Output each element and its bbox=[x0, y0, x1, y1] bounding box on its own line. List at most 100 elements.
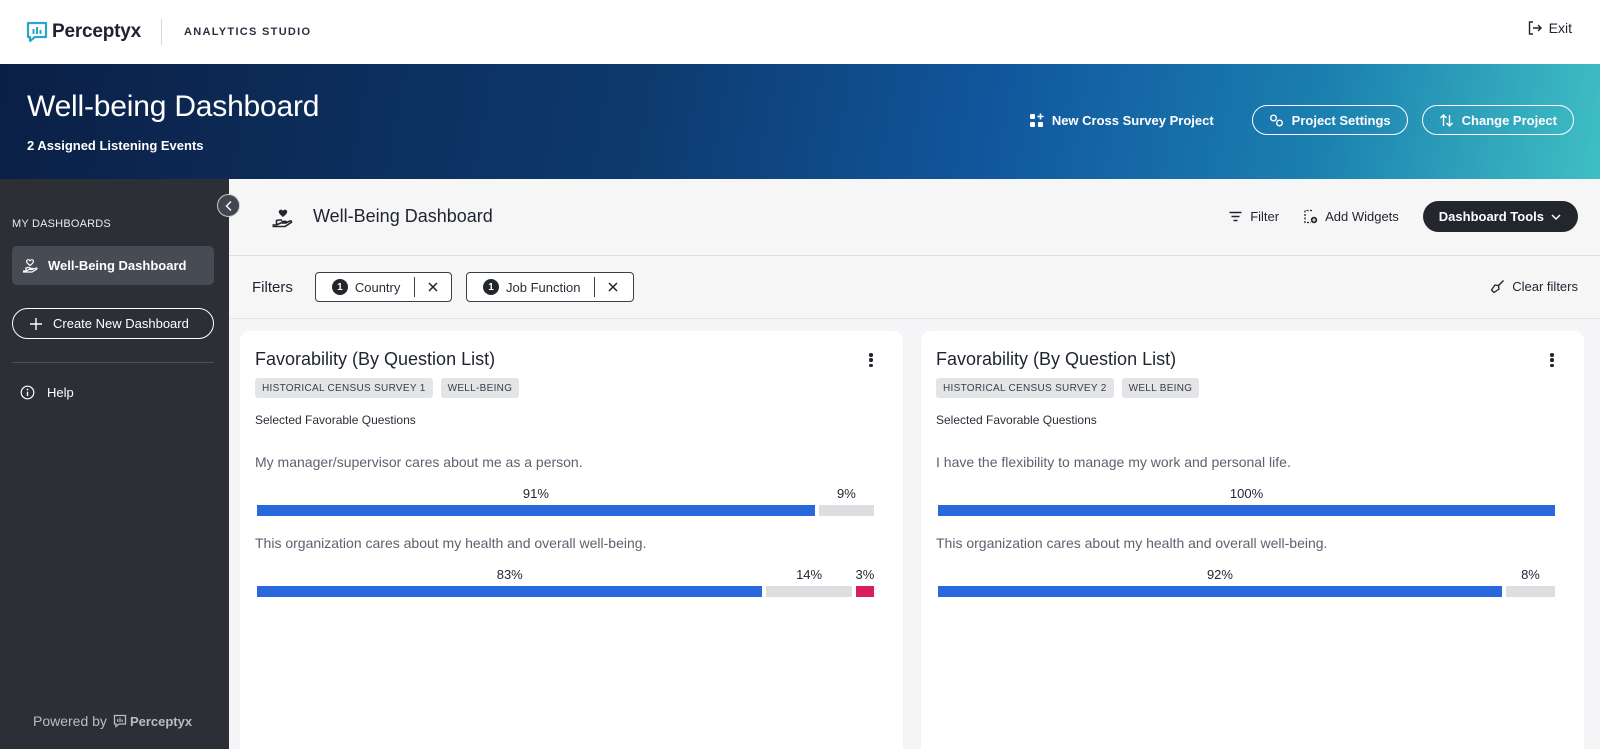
survey-tag: HISTORICAL CENSUS SURVEY 2 bbox=[936, 378, 1114, 398]
filter-chip-label: Country bbox=[354, 279, 401, 295]
widget-subtitle: Selected Favorable Questions bbox=[255, 413, 416, 427]
grid-plus-icon bbox=[1029, 113, 1044, 127]
widget-tags: HISTORICAL CENSUS SURVEY 2 WELL BEING bbox=[936, 378, 1200, 398]
info-icon bbox=[20, 385, 35, 400]
favorable-segment bbox=[938, 505, 1555, 516]
favorability-bar: 91% 9% bbox=[257, 486, 874, 516]
brand-name: Perceptyx bbox=[52, 21, 142, 42]
favorable-value-label: 92% bbox=[1206, 567, 1233, 582]
dashboard-tools-label: Dashboard Tools bbox=[1438, 209, 1544, 224]
favorable-segment bbox=[257, 586, 763, 597]
powered-by-label: Powered by bbox=[33, 713, 107, 729]
new-cross-survey-label: New Cross Survey Project bbox=[1051, 112, 1214, 128]
widget-title: Favorability (By Question List) bbox=[255, 349, 496, 369]
chevron-down-icon bbox=[1551, 213, 1561, 220]
powered-by-logo: Perceptyx bbox=[113, 714, 192, 729]
create-new-dashboard-label: Create New Dashboard bbox=[53, 316, 189, 331]
page-subtitle: 2 Assigned Listening Events bbox=[27, 138, 204, 153]
filter-chip-label: Job Function bbox=[506, 279, 581, 295]
question-text: This organization cares about my health … bbox=[255, 535, 647, 551]
exit-label: Exit bbox=[1548, 20, 1572, 36]
page-title: Well-being Dashboard bbox=[27, 90, 320, 123]
brand-divider bbox=[161, 19, 163, 45]
project-settings-label: Project Settings bbox=[1291, 112, 1391, 128]
hero-actions: New Cross Survey Project Project Setting… bbox=[1029, 105, 1574, 135]
add-widget-icon bbox=[1304, 209, 1318, 224]
favorable-value-label: 83% bbox=[496, 567, 523, 582]
exit-icon bbox=[1528, 21, 1542, 35]
remove-filter-country-button[interactable] bbox=[415, 273, 451, 301]
collapse-sidebar-button[interactable] bbox=[217, 194, 240, 217]
unfavorable-value-label: 3% bbox=[855, 567, 875, 582]
filter-icon bbox=[1229, 211, 1242, 222]
exit-button[interactable]: Exit bbox=[1527, 20, 1572, 36]
favorability-bar: 100% bbox=[938, 486, 1555, 516]
filter-chip-count: 1 bbox=[332, 279, 348, 295]
question-text: My manager/supervisor cares about me as … bbox=[255, 454, 583, 470]
filter-chip-separator bbox=[414, 277, 416, 297]
close-icon bbox=[608, 282, 618, 292]
remove-filter-job-function-button[interactable] bbox=[595, 273, 631, 301]
close-icon bbox=[428, 282, 438, 292]
neutral-value-label: 8% bbox=[1521, 567, 1540, 582]
category-tag: WELL BEING bbox=[1121, 378, 1200, 398]
hand-heart-icon bbox=[272, 209, 293, 228]
favorability-widget-1: Favorability (By Question List) HISTORIC… bbox=[240, 331, 903, 749]
favorable-value-label: 91% bbox=[522, 486, 549, 501]
survey-tag: HISTORICAL CENSUS SURVEY 1 bbox=[255, 378, 433, 398]
filter-chip-job-function[interactable]: 1 Job Function bbox=[466, 272, 634, 302]
filter-button[interactable]: Filter bbox=[1228, 209, 1279, 224]
dashboard-actions: Filter Add Widgets Dashboard Tools bbox=[1228, 201, 1578, 232]
sidebar-item-well-being-dashboard[interactable]: Well-Being Dashboard bbox=[12, 246, 214, 285]
create-new-dashboard-button[interactable]: Create New Dashboard bbox=[12, 308, 214, 339]
brand[interactable]: Perceptyx bbox=[26, 21, 141, 43]
app-subtitle: ANALYTICS STUDIO bbox=[184, 26, 312, 38]
dashboard-title: Well-Being Dashboard bbox=[313, 206, 493, 226]
favorable-segment bbox=[257, 505, 815, 516]
sidebar-item-label: Well-Being Dashboard bbox=[48, 258, 187, 273]
favorability-widget-2: Favorability (By Question List) HISTORIC… bbox=[921, 331, 1584, 749]
add-widgets-label: Add Widgets bbox=[1325, 209, 1399, 224]
neutral-value-label: 14% bbox=[796, 567, 823, 582]
favorable-segment bbox=[938, 586, 1502, 597]
clear-filters-label: Clear filters bbox=[1512, 279, 1578, 294]
filters-row: Filters 1 Country 1 Job Function bbox=[229, 256, 1600, 319]
help-label: Help bbox=[47, 385, 74, 400]
settings-toggle-icon bbox=[1269, 114, 1283, 126]
plus-icon bbox=[30, 317, 42, 330]
dashboard-tools-button[interactable]: Dashboard Tools bbox=[1422, 201, 1578, 232]
widget-menu-button[interactable] bbox=[867, 351, 875, 369]
perceptyx-logo-icon bbox=[26, 21, 48, 43]
new-cross-survey-project-button[interactable]: New Cross Survey Project bbox=[1029, 113, 1238, 128]
question-text: I have the flexibility to manage my work… bbox=[936, 454, 1291, 470]
filter-chip-country[interactable]: 1 Country bbox=[315, 272, 452, 302]
dashboard-header: Well-Being Dashboard Filter Add Widgets … bbox=[229, 179, 1600, 256]
filter-chip-separator bbox=[594, 277, 596, 297]
neutral-value-label: 9% bbox=[837, 486, 856, 501]
clear-filters-button[interactable]: Clear filters bbox=[1490, 279, 1578, 294]
sidebar-divider bbox=[12, 362, 214, 363]
help-link[interactable]: Help bbox=[20, 385, 74, 400]
favorability-bar: 83% 14% 3% bbox=[257, 567, 874, 597]
neutral-segment bbox=[1505, 586, 1555, 597]
perceptyx-small-logo-icon bbox=[113, 714, 127, 728]
favorable-value-label: 100% bbox=[1229, 486, 1264, 501]
favorability-bar: 92% 8% bbox=[938, 567, 1555, 597]
category-tag: WELL-BEING bbox=[440, 378, 520, 398]
widget-tags: HISTORICAL CENSUS SURVEY 1 WELL-BEING bbox=[255, 378, 520, 398]
add-widgets-button[interactable]: Add Widgets bbox=[1303, 209, 1399, 224]
widget-title: Favorability (By Question List) bbox=[936, 349, 1177, 369]
top-bar: Perceptyx ANALYTICS STUDIO Exit bbox=[0, 0, 1600, 64]
neutral-segment bbox=[766, 586, 852, 597]
swap-icon bbox=[1439, 113, 1453, 127]
filters-label: Filters bbox=[252, 279, 293, 296]
neutral-segment bbox=[818, 505, 874, 516]
change-project-button[interactable]: Change Project bbox=[1421, 105, 1574, 135]
broom-icon bbox=[1491, 280, 1505, 294]
widget-menu-button[interactable] bbox=[1548, 351, 1556, 369]
chevron-left-icon bbox=[225, 200, 231, 211]
powered-by: Powered by Perceptyx bbox=[33, 713, 192, 729]
sidebar-section-title: MY DASHBOARDS bbox=[12, 218, 111, 230]
project-settings-button[interactable]: Project Settings bbox=[1251, 105, 1408, 135]
sidebar: MY DASHBOARDS Well-Being Dashboard Creat… bbox=[0, 179, 229, 749]
